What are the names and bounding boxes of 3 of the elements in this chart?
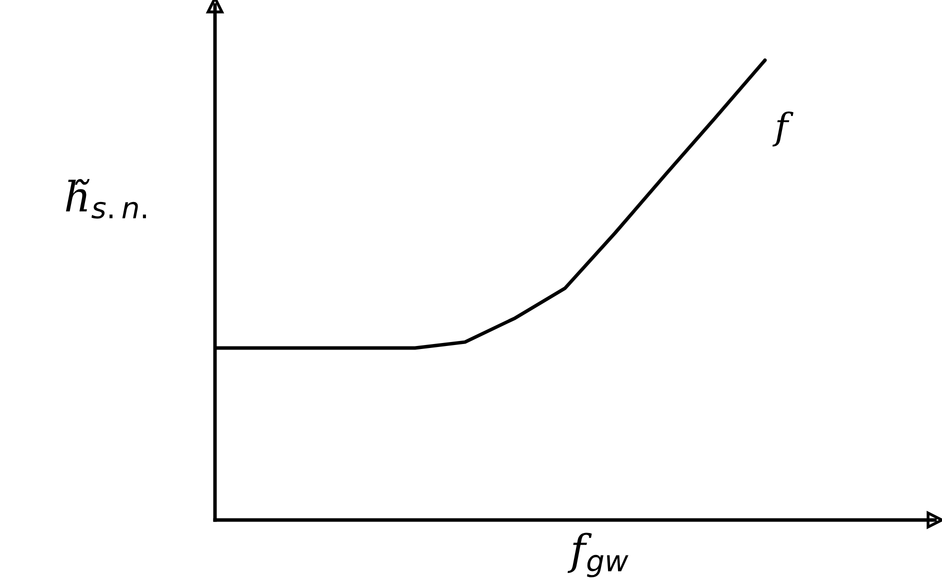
y-axis-title: h̃$_{s.n.}$ [66,178,146,219]
annotation: f [772,112,794,146]
x-axis-title: f$_{gw}$ [568,532,628,578]
